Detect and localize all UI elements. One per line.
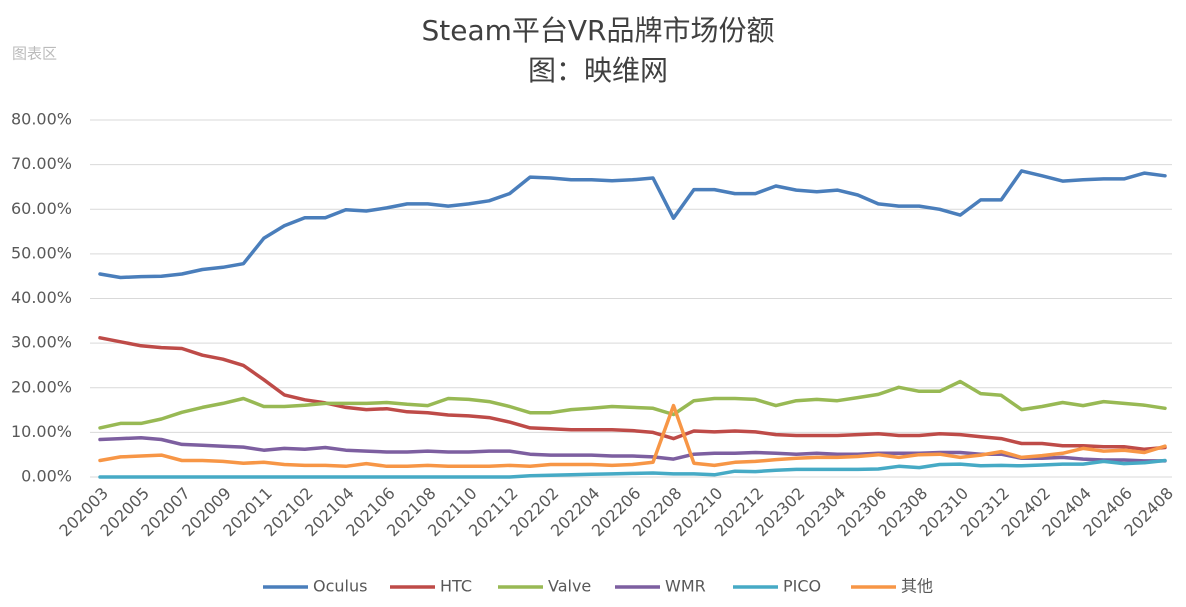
y-tick-label: 0.00% xyxy=(21,467,72,486)
legend-label: Oculus xyxy=(313,577,367,596)
chart-title: Steam平台VR品牌市场份额 xyxy=(421,14,774,47)
y-tick-label: 20.00% xyxy=(11,377,72,396)
series-line xyxy=(98,336,1167,452)
legend-label: Valve xyxy=(548,577,591,596)
y-tick-label: 60.00% xyxy=(11,199,72,218)
series-line xyxy=(98,458,1167,479)
y-tick-label: 40.00% xyxy=(11,288,72,307)
y-tick-label: 80.00% xyxy=(11,110,72,129)
legend-label: HTC xyxy=(440,577,472,596)
watermark: 图表区 xyxy=(12,45,57,63)
series-line xyxy=(98,379,1167,430)
legend-label: WMR xyxy=(665,577,706,596)
y-tick-label: 50.00% xyxy=(11,243,72,262)
series-line xyxy=(98,169,1167,280)
y-tick-label: 70.00% xyxy=(11,154,72,173)
chart-subtitle: 图：映维网 xyxy=(528,54,668,87)
y-tick-label: 10.00% xyxy=(11,422,72,441)
legend-label: PICO xyxy=(783,577,821,596)
y-tick-label: 30.00% xyxy=(11,333,72,352)
series-line xyxy=(98,403,1167,469)
legend-label: 其他 xyxy=(901,577,933,596)
